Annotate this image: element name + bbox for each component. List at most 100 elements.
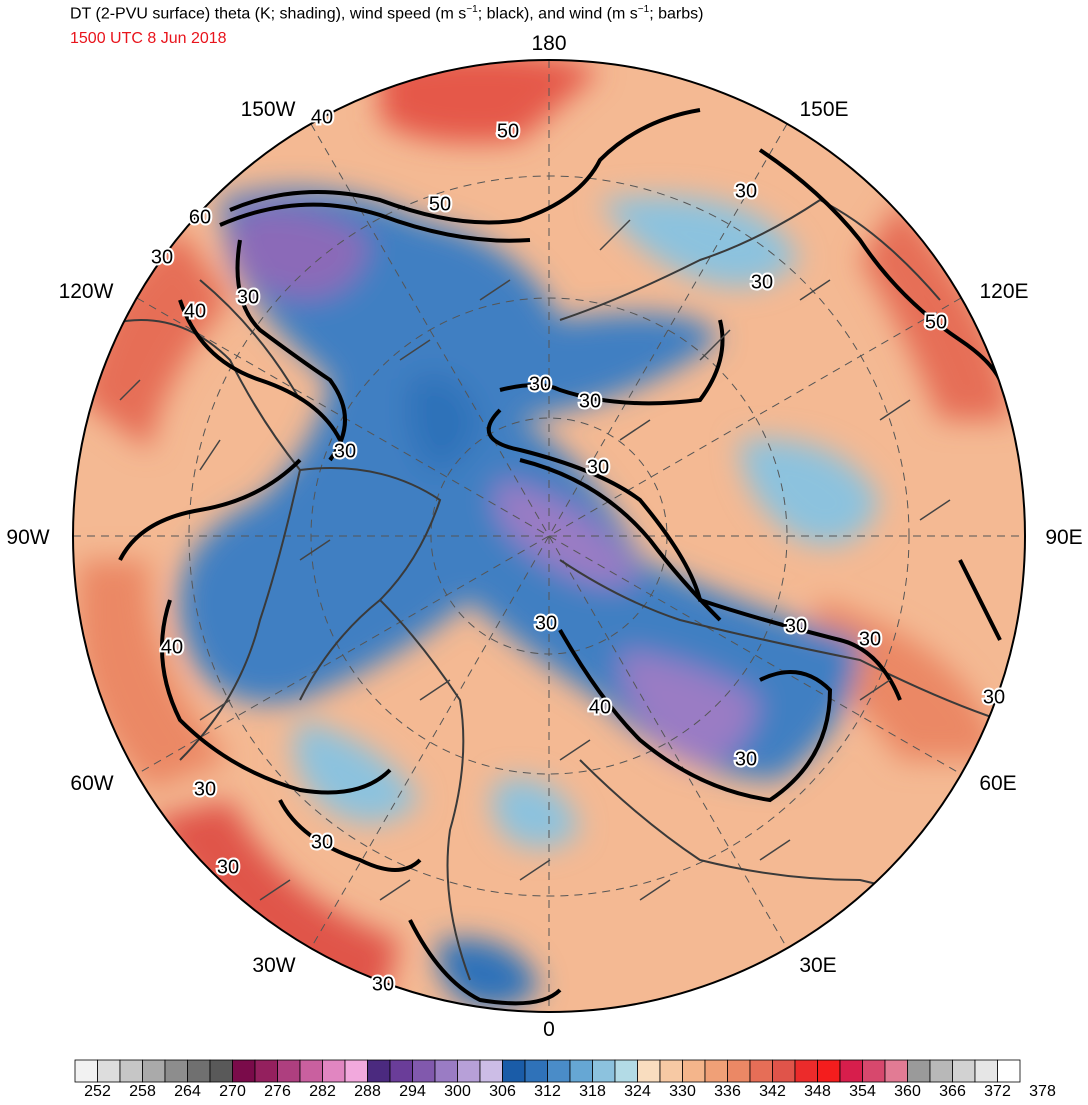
theta-shading: [73, 60, 1025, 1012]
colorbar-swatch: [299, 1059, 323, 1083]
wind-speed-contours: [118, 108, 1002, 1006]
contour-label: 30: [334, 440, 356, 462]
colorbar-tick-label: 288: [354, 1083, 381, 1100]
colorbar-swatch: [569, 1059, 593, 1083]
colorbar-swatch: [749, 1059, 773, 1083]
contour-label: 40: [589, 696, 611, 718]
contour-label: 30: [194, 778, 216, 800]
contour-label: 40: [161, 636, 183, 658]
contour-label: 30: [983, 686, 1005, 708]
map-boundary: [72, 59, 1026, 1013]
contour-label: 50: [497, 120, 519, 142]
colorbar-swatch: [907, 1059, 931, 1083]
colorbar-swatch: [119, 1059, 143, 1083]
lon-label-120w: 120W: [58, 280, 114, 303]
title-text-1: DT (2-PVU surface) theta (K; shading), w…: [70, 5, 467, 23]
colorbar-swatch: [839, 1059, 863, 1083]
colorbar-swatch: [142, 1059, 166, 1083]
lon-label-60e: 60E: [979, 772, 1017, 795]
title-text-2: ; black), and wind (m s: [477, 5, 638, 23]
colorbar-swatch: [479, 1059, 503, 1083]
colorbar-tick-label: 270: [219, 1083, 246, 1100]
colorbar-swatch: [659, 1059, 683, 1083]
title-sup-1: −1: [466, 4, 478, 15]
lon-label-60w: 60W: [70, 772, 114, 795]
colorbar-tick-label: 282: [309, 1083, 336, 1100]
colorbar-swatch: [277, 1059, 301, 1083]
contour-label: 30: [372, 973, 394, 995]
colorbar-swatch: [547, 1059, 571, 1083]
colorbar-tick-label: 318: [579, 1083, 606, 1100]
colorbar-swatch: [794, 1059, 818, 1083]
colorbar-swatch: [682, 1059, 706, 1083]
colorbar: [74, 1059, 1021, 1083]
colorbar-tick-label: 360: [894, 1083, 921, 1100]
colorbar-tick-label: 348: [804, 1083, 831, 1100]
colorbar-swatch: [929, 1059, 953, 1083]
lon-label-120e: 120E: [979, 280, 1029, 303]
lon-label-150e: 150E: [799, 98, 849, 121]
coastlines: [89, 198, 1001, 981]
lon-label-30w: 30W: [252, 954, 296, 977]
colorbar-swatch: [97, 1059, 121, 1083]
lon-label-90e: 90E: [1045, 526, 1083, 549]
lon-label-0: 0: [543, 1018, 555, 1041]
colorbar-swatch: [322, 1059, 346, 1083]
contour-label: 30: [237, 286, 259, 308]
colorbar-swatch: [412, 1059, 436, 1083]
colorbar-tick-label: 336: [714, 1083, 741, 1100]
colorbar-tick-label: 324: [624, 1083, 651, 1100]
lon-label-30e: 30E: [799, 954, 837, 977]
colorbar-swatch: [164, 1059, 188, 1083]
colorbar-tick-label: 378: [1029, 1083, 1056, 1100]
contour-label: 30: [587, 456, 609, 478]
colorbar-tick-label: 366: [939, 1083, 966, 1100]
colorbar-swatch: [254, 1059, 278, 1083]
lon-label-150w: 150W: [240, 98, 296, 121]
contour-label: 30: [751, 271, 773, 293]
colorbar-swatch: [614, 1059, 638, 1083]
graticule: [73, 60, 1025, 1012]
colorbar-swatch: [884, 1059, 908, 1083]
wind-barbs: [119, 219, 951, 901]
colorbar-tick-label: 330: [669, 1083, 696, 1100]
colorbar-swatch: [772, 1059, 796, 1083]
colorbar-tick-label: 294: [399, 1083, 426, 1100]
contour-label: 50: [429, 193, 451, 215]
title-sup-2: −1: [637, 4, 650, 15]
colorbar-swatch: [637, 1059, 661, 1083]
contour-label: 50: [925, 311, 947, 333]
colorbar-swatch: [704, 1059, 728, 1083]
contour-label: 30: [735, 748, 757, 770]
colorbar-swatch: [367, 1059, 391, 1083]
colorbar-tick-label: 354: [849, 1083, 876, 1100]
contour-label: 30: [785, 615, 807, 637]
colorbar-swatch: [389, 1059, 413, 1083]
colorbar-swatch: [457, 1059, 481, 1083]
colorbar-tick-label: 312: [534, 1083, 561, 1100]
contour-label: 60: [189, 206, 211, 228]
colorbar-swatch: [974, 1059, 998, 1083]
colorbar-swatch: [344, 1059, 368, 1083]
colorbar-swatch: [524, 1059, 548, 1083]
colorbar-swatch: [727, 1059, 751, 1083]
contour-label: 30: [859, 628, 881, 650]
colorbar-swatch: [209, 1059, 233, 1083]
contour-label: 40: [184, 300, 206, 322]
polar-map: 40 50 50 60 30 40 30 30 30 30 30 30 30 30 40 30 40 30 30 30…: [72, 59, 1026, 1013]
colorbar-tick-label: 258: [129, 1083, 156, 1100]
colorbar-tick-label: 306: [489, 1083, 516, 1100]
contour-labels: 40 50 50 60 30 40 30 30 30 30 30 30 30 30 40 30 40 30 30 30…: [149, 104, 1007, 997]
colorbar-tick-label: 300: [444, 1083, 471, 1100]
colorbar-swatch: [502, 1059, 526, 1083]
contour-label: 30: [217, 856, 239, 878]
contour-label: 40: [311, 106, 333, 128]
colorbar-swatch: [187, 1059, 211, 1083]
colorbar-swatch: [592, 1059, 616, 1083]
contour-label: 30: [535, 612, 557, 634]
colorbar-swatch: [817, 1059, 841, 1083]
colorbar-swatch: [952, 1059, 976, 1083]
contour-label: 30: [579, 390, 601, 412]
colorbar-swatch: [434, 1059, 458, 1083]
chart-title: DT (2-PVU surface) theta (K; shading), w…: [70, 4, 703, 23]
